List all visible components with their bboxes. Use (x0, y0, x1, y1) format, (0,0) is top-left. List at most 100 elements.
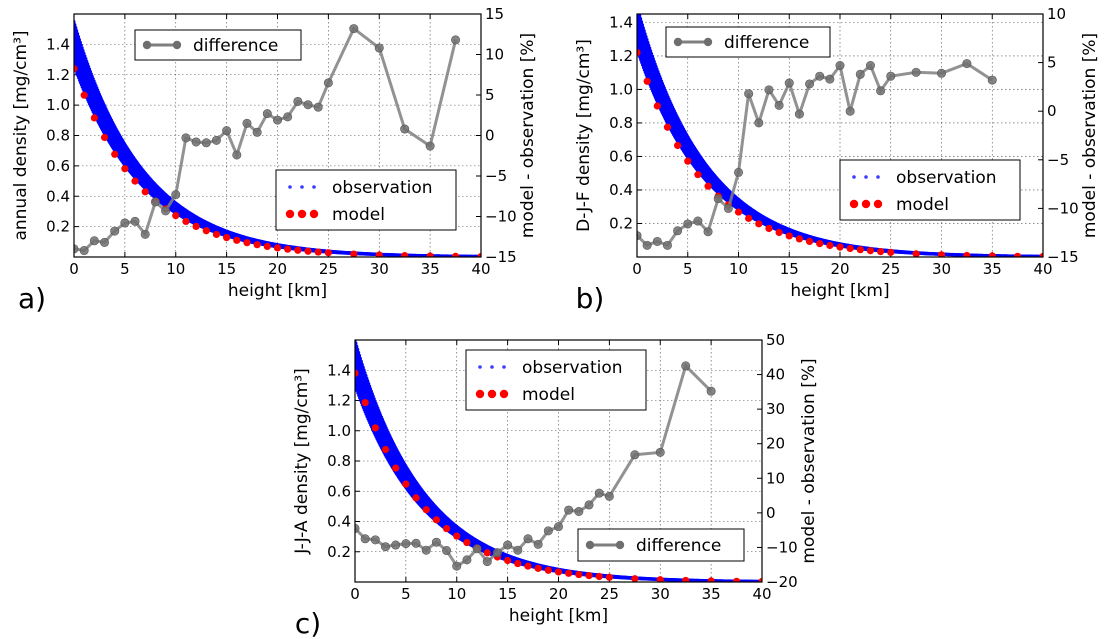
difference-point (171, 190, 181, 200)
y-tick-label: 0.2 (609, 214, 633, 232)
difference-point (140, 229, 150, 239)
observation-point (636, 9, 639, 12)
y2-tick-label: 5 (1047, 54, 1057, 72)
model-point (74, 65, 78, 73)
model-point (131, 177, 139, 185)
model-point (294, 246, 302, 254)
model-point (253, 241, 261, 249)
panel-b: 0 5 10 15 20 25 30 35 400.20.40.60.81.01.21.4−15… (574, 5, 1100, 315)
difference-point (425, 141, 435, 151)
y2-tick-label: 0 (485, 127, 495, 145)
y-tick-label: 0.8 (46, 127, 70, 145)
model-point (375, 251, 383, 257)
difference-point (349, 24, 359, 34)
model-point (273, 244, 282, 252)
legend-box (275, 169, 457, 231)
y2-tick-label: −15 (485, 248, 517, 266)
y2-tick-label: 5 (485, 86, 495, 104)
y2-tick-label: 10 (485, 46, 504, 64)
legend-observation-marker (312, 185, 316, 189)
model-point (121, 165, 129, 173)
model-point (111, 150, 119, 158)
y2-tick-label: −5 (485, 167, 507, 185)
x-tick-label: 15 (217, 260, 236, 278)
y-tick-label: 0.2 (46, 218, 70, 236)
difference-point (374, 43, 384, 53)
legend-box (134, 29, 302, 61)
difference-point (150, 197, 160, 207)
difference-point (120, 218, 130, 228)
y2-tick-label: −10 (485, 208, 517, 226)
observation-point (636, 6, 639, 9)
difference-point (181, 133, 191, 143)
legend-model-marker (297, 209, 307, 219)
difference-point (242, 118, 252, 128)
panel-a: 0 5 10 15 20 25 30 35 400.20.40.60.81.01.21.4−15… (11, 5, 538, 315)
data-layer (636, 6, 1043, 257)
x-tick-label: 40 (471, 260, 490, 278)
model-point (223, 233, 231, 242)
x-axis-label: height [km] (228, 281, 327, 301)
model-point (263, 242, 271, 251)
difference-point (400, 124, 410, 134)
model-point (182, 217, 190, 226)
difference-point (303, 100, 313, 110)
observation-point (636, 11, 639, 14)
legend-marker (172, 40, 182, 50)
observation-point (636, 11, 639, 14)
difference-point (110, 226, 120, 236)
x-tick-label: 35 (983, 260, 1002, 278)
y2-tick-label: 15 (485, 5, 504, 23)
model-point (243, 239, 251, 247)
legend-model-marker (285, 209, 295, 219)
x-tick-label: 25 (319, 260, 338, 278)
observation-point (637, 11, 640, 14)
difference-point (313, 102, 323, 112)
panel-label: a) (18, 282, 46, 315)
data-layer (74, 20, 481, 257)
y-axis-label: annual density [mg/cm³] (11, 30, 31, 240)
x-tick-label: 35 (421, 260, 440, 278)
difference-point (323, 78, 333, 88)
y-tick-label: 1.0 (46, 96, 70, 114)
y-tick-label: 0.4 (609, 181, 633, 199)
x-tick-label: 25 (881, 260, 900, 278)
y2-tick-label: 10 (1047, 5, 1066, 23)
observation-point (636, 7, 639, 10)
model-point (233, 236, 241, 244)
y2-tick-label: −5 (1047, 151, 1069, 169)
difference-point (283, 112, 293, 122)
difference-point (201, 138, 211, 148)
legend-label: model (332, 205, 385, 225)
y-tick-label: 1.4 (609, 13, 633, 31)
x-tick-label: 5 (683, 260, 693, 278)
legend-label: difference (193, 36, 278, 56)
difference-point (79, 246, 89, 256)
model-point (212, 230, 221, 239)
model-point (80, 91, 88, 99)
y2-tick-label: 0 (1047, 102, 1057, 120)
x-tick-label: 30 (932, 260, 951, 278)
model-point (141, 188, 149, 196)
x-tick-label: 20 (830, 260, 849, 278)
model-point (100, 133, 109, 142)
model-point (426, 252, 434, 257)
x-tick-label: 5 (120, 260, 130, 278)
axes-frame (73, 13, 482, 258)
difference-point (272, 115, 282, 125)
y-tick-label: 0.6 (609, 147, 633, 165)
x-tick-label: 0 (69, 260, 79, 278)
x-tick-label: 30 (370, 260, 389, 278)
y-tick-label: 1.2 (609, 47, 633, 65)
difference-point (191, 137, 201, 147)
model-point (90, 114, 98, 122)
x-tick-label: 10 (166, 260, 185, 278)
x-tick-label: 0 (632, 260, 642, 278)
legend-observation-marker (300, 185, 304, 189)
model-point (202, 227, 210, 235)
y2-tick-label: −15 (1047, 248, 1079, 266)
observation-point (636, 9, 639, 12)
y2-axis-label: model - observation [%] (518, 33, 538, 238)
model-point (304, 247, 312, 255)
model-series (74, 65, 481, 257)
